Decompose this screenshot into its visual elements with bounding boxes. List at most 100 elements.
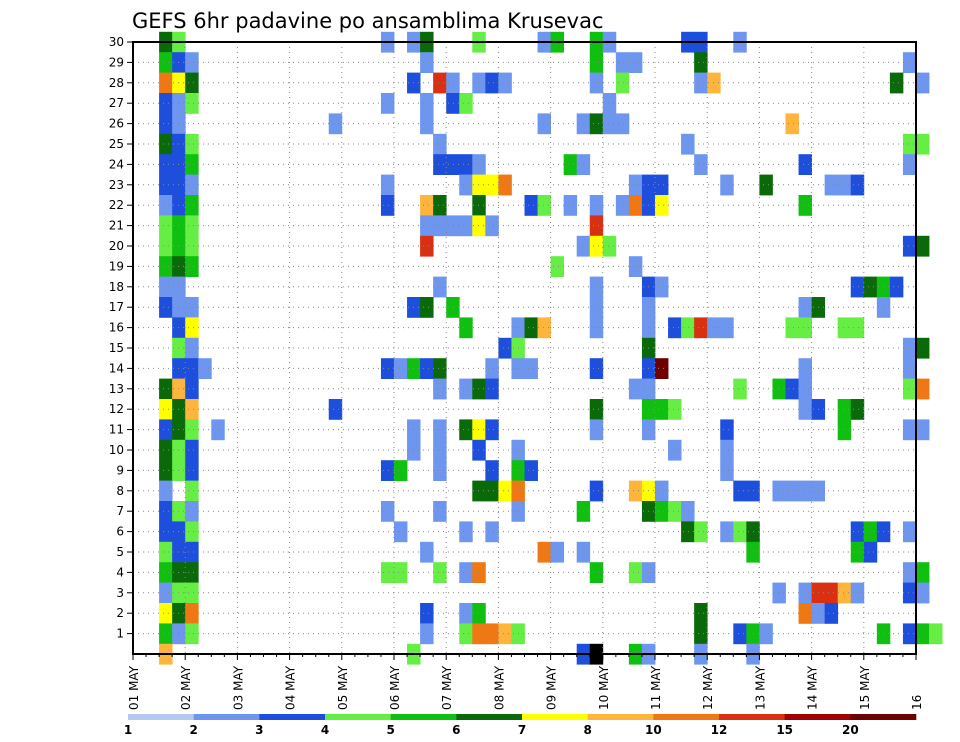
heatmap-cell bbox=[655, 195, 669, 216]
heatmap-cell bbox=[498, 72, 512, 94]
heatmap-cell bbox=[485, 215, 499, 237]
heatmap-cell bbox=[433, 358, 447, 379]
heatmap-cell bbox=[433, 72, 447, 94]
heatmap-cell bbox=[485, 623, 499, 645]
y-tick-label: 19 bbox=[109, 259, 124, 273]
y-tick-label: 7 bbox=[116, 504, 124, 518]
heatmap-cell bbox=[459, 154, 473, 175]
colorbar-label: 15 bbox=[776, 723, 793, 737]
heatmap-cell bbox=[550, 256, 565, 277]
heatmap-cell bbox=[720, 439, 734, 461]
heatmap-cell bbox=[159, 399, 173, 420]
heatmap-cell bbox=[433, 215, 447, 237]
heatmap-cell bbox=[459, 378, 473, 400]
heatmap-cell bbox=[589, 195, 604, 216]
heatmap-cell bbox=[628, 378, 643, 400]
heatmap-cell bbox=[589, 235, 604, 257]
heatmap-cell bbox=[824, 582, 839, 604]
heatmap-cell bbox=[720, 317, 734, 339]
colorbar: 1 2 3 4 5 6 7 8 10 12 15 20 bbox=[124, 714, 917, 737]
heatmap-cell bbox=[380, 195, 395, 216]
heatmap-cell bbox=[720, 419, 734, 441]
heatmap-cell bbox=[537, 541, 551, 563]
heatmap-cell bbox=[420, 358, 434, 379]
y-tick-label: 29 bbox=[109, 55, 124, 69]
heatmap-cell bbox=[798, 195, 812, 216]
heatmap-cell bbox=[720, 460, 734, 481]
x-tick-label: 12 MAY bbox=[701, 665, 715, 710]
heatmap-cell bbox=[159, 154, 173, 175]
heatmap-cell bbox=[850, 399, 865, 420]
heatmap-cell bbox=[472, 378, 486, 400]
heatmap-cell bbox=[459, 562, 473, 583]
heatmap-cell bbox=[433, 195, 447, 216]
heatmap-cell bbox=[733, 480, 747, 502]
heatmap-cell bbox=[472, 195, 486, 216]
heatmap-cell bbox=[798, 399, 812, 420]
heatmap-cell bbox=[798, 603, 812, 624]
y-tick-label: 26 bbox=[109, 117, 124, 131]
heatmap-cell bbox=[420, 113, 434, 135]
heatmap-cell bbox=[628, 256, 643, 277]
heatmap-cell bbox=[446, 154, 460, 175]
y-tick-label: 16 bbox=[109, 321, 124, 335]
heatmap-cell bbox=[159, 623, 173, 645]
heatmap-cell bbox=[589, 297, 604, 318]
heatmap-cell bbox=[185, 235, 199, 257]
heatmap-cell bbox=[589, 358, 604, 379]
heatmap-cell bbox=[798, 358, 812, 379]
heatmap-cell bbox=[446, 215, 460, 237]
heatmap-cell bbox=[589, 72, 604, 94]
colorbar-label: 20 bbox=[842, 723, 859, 737]
heatmap-cell bbox=[159, 72, 173, 94]
heatmap-cell bbox=[159, 174, 173, 196]
heatmap-cell bbox=[850, 541, 865, 563]
colorbar-label: 8 bbox=[583, 723, 591, 737]
heatmap-cell bbox=[420, 603, 434, 624]
heatmap-cell bbox=[159, 480, 173, 502]
heatmap-cell bbox=[185, 93, 199, 114]
heatmap-cell bbox=[485, 174, 499, 196]
heatmap-cell bbox=[694, 154, 708, 175]
heatmap-cell bbox=[785, 480, 799, 502]
heatmap-cell bbox=[459, 623, 473, 645]
heatmap-cell bbox=[655, 399, 669, 420]
heatmap-cell bbox=[655, 276, 669, 298]
x-tick-label: 03 MAY bbox=[231, 665, 245, 710]
heatmap-cell bbox=[589, 419, 604, 441]
heatmap-cell bbox=[159, 562, 173, 583]
heatmap-cells bbox=[159, 31, 943, 665]
heatmap-cell bbox=[668, 317, 682, 339]
heatmap-cell bbox=[681, 317, 695, 339]
heatmap-cell bbox=[602, 235, 617, 257]
heatmap-cell bbox=[655, 501, 669, 522]
heatmap-cell bbox=[655, 174, 669, 196]
heatmap-cell bbox=[185, 521, 199, 543]
y-tick-label: 4 bbox=[116, 565, 124, 579]
heatmap-cell bbox=[185, 256, 199, 277]
heatmap-cell bbox=[615, 113, 630, 135]
x-tick-label: 14 MAY bbox=[806, 665, 820, 710]
x-axis: 01 MAY 02 MAY 03 MAY 04 MAY 05 MAY 06 MAY 07 M… bbox=[127, 654, 924, 710]
heatmap-cell bbox=[420, 541, 434, 563]
heatmap-cell bbox=[185, 358, 199, 379]
heatmap-cell bbox=[850, 582, 865, 604]
heatmap-cell bbox=[446, 93, 460, 114]
y-tick-label: 18 bbox=[109, 280, 124, 294]
heatmap-cell bbox=[159, 419, 173, 441]
y-tick-label: 6 bbox=[116, 525, 124, 539]
y-tick-label: 10 bbox=[109, 443, 124, 457]
heatmap-cell bbox=[159, 460, 173, 481]
heatmap-cell bbox=[798, 297, 812, 318]
heatmap-cell bbox=[902, 582, 917, 604]
heatmap-cell bbox=[159, 582, 173, 604]
heatmap-cell bbox=[459, 603, 473, 624]
heatmap-cell bbox=[524, 195, 538, 216]
heatmap-cell bbox=[916, 562, 930, 583]
heatmap-cell bbox=[485, 358, 499, 379]
heatmap-cell bbox=[185, 460, 199, 481]
x-tick-label: 01 MAY bbox=[127, 665, 141, 710]
heatmap-cell bbox=[498, 337, 512, 359]
heatmap-cell bbox=[916, 623, 930, 645]
heatmap-cell bbox=[602, 113, 617, 135]
